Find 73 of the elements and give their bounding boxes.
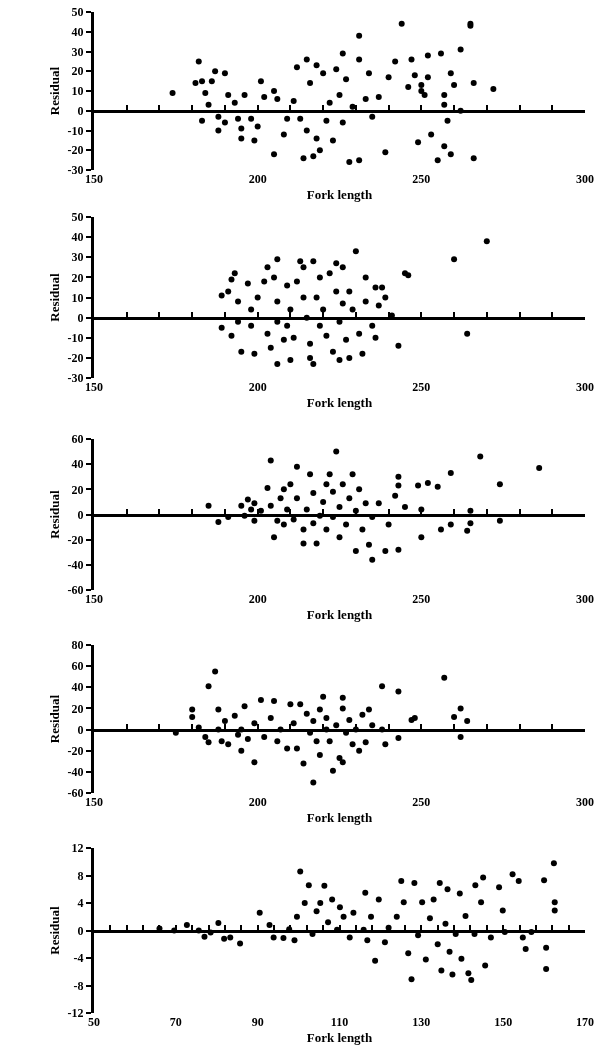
x-tick-label: 70 xyxy=(169,1015,182,1029)
y-axis-title: Residual xyxy=(46,489,62,539)
x-axis-title: Fork length xyxy=(306,1029,373,1045)
x-tick-label: 150 xyxy=(85,380,103,394)
y-axis-title: Residual xyxy=(46,905,62,955)
x-tick-label: 150 xyxy=(85,795,103,809)
y-tick-label: 8 xyxy=(77,868,84,883)
y-tick-label: -40 xyxy=(67,558,84,573)
x-tick-label: 200 xyxy=(248,592,267,606)
x-tick-label: 250 xyxy=(412,795,431,809)
y-tick-label: 20 xyxy=(71,270,84,285)
y-tick-label: 0 xyxy=(77,923,84,938)
x-tick-label: 90 xyxy=(251,1015,264,1029)
y-tick-label: 30 xyxy=(71,250,84,265)
x-tick-label: 300 xyxy=(576,380,594,394)
y-axis-title: Residual xyxy=(46,272,62,322)
y-tick-label: 4 xyxy=(77,896,84,911)
y-tick-label: -12 xyxy=(67,1006,84,1021)
y-tick-label: -10 xyxy=(67,330,84,345)
y-tick-label: 10 xyxy=(71,84,84,99)
y-tick-label: 0 xyxy=(77,310,84,325)
x-tick-label: 250 xyxy=(412,380,431,394)
y-tick-label: 40 xyxy=(71,680,84,695)
y-tick-label: 60 xyxy=(71,659,84,674)
y-tick-label: 20 xyxy=(71,64,84,79)
y-tick-label: 12 xyxy=(71,841,84,856)
x-tick-label: 150 xyxy=(494,1015,513,1029)
x-axis-title: Fork length xyxy=(306,186,373,202)
y-tick-label: 80 xyxy=(71,638,84,653)
y-tick-label: 0 xyxy=(77,507,84,522)
x-tick-label: 200 xyxy=(248,380,267,394)
y-tick-label: 40 xyxy=(71,230,84,245)
y-tick-label: -10 xyxy=(67,123,84,138)
y-tick-label: -4 xyxy=(73,951,84,966)
y-tick-label: 20 xyxy=(71,482,84,497)
y-tick-label: 50 xyxy=(71,210,84,225)
x-tick-label: 200 xyxy=(248,795,267,809)
y-tick-label: -20 xyxy=(67,532,84,547)
x-tick-label: 300 xyxy=(576,172,594,186)
y-tick-label: 0 xyxy=(77,722,84,737)
x-tick-label: 300 xyxy=(576,592,594,606)
y-tick-label: -60 xyxy=(67,583,84,598)
y-tick-label: 0 xyxy=(77,103,84,118)
x-tick-label: 250 xyxy=(412,592,431,606)
y-tick-label: -40 xyxy=(67,765,84,780)
x-axis-title: Fork length xyxy=(306,809,373,825)
x-tick-label: 110 xyxy=(330,1015,349,1029)
y-tick-label: -20 xyxy=(67,143,84,158)
y-tick-label: -20 xyxy=(67,743,84,758)
x-tick-label: 250 xyxy=(412,172,431,186)
y-axis-title: Residual xyxy=(46,66,62,116)
x-tick-label: 200 xyxy=(248,172,267,186)
x-tick-label: 150 xyxy=(85,172,103,186)
y-tick-label: -60 xyxy=(67,786,84,801)
x-tick-label: 150 xyxy=(85,592,103,606)
x-tick-label: 130 xyxy=(412,1015,431,1029)
y-tick-label: 40 xyxy=(71,457,84,472)
y-axis-title: Residual xyxy=(46,694,62,744)
y-tick-label: -20 xyxy=(67,351,84,366)
x-tick-label: 300 xyxy=(576,795,594,809)
x-tick-label: 50 xyxy=(88,1015,100,1029)
y-tick-label: -30 xyxy=(67,163,84,178)
y-tick-label: 50 xyxy=(71,5,84,20)
y-tick-label: -30 xyxy=(67,371,84,386)
y-tick-label: 60 xyxy=(71,432,84,447)
y-tick-label: 10 xyxy=(71,290,84,305)
y-tick-label: 30 xyxy=(71,44,84,59)
x-tick-label: 170 xyxy=(576,1015,594,1029)
y-tick-label: 40 xyxy=(71,24,84,39)
x-axis-title: Fork length xyxy=(306,394,373,410)
x-axis-title: Fork length xyxy=(306,606,373,622)
y-tick-label: 20 xyxy=(71,701,84,716)
y-tick-label: -8 xyxy=(73,978,84,993)
